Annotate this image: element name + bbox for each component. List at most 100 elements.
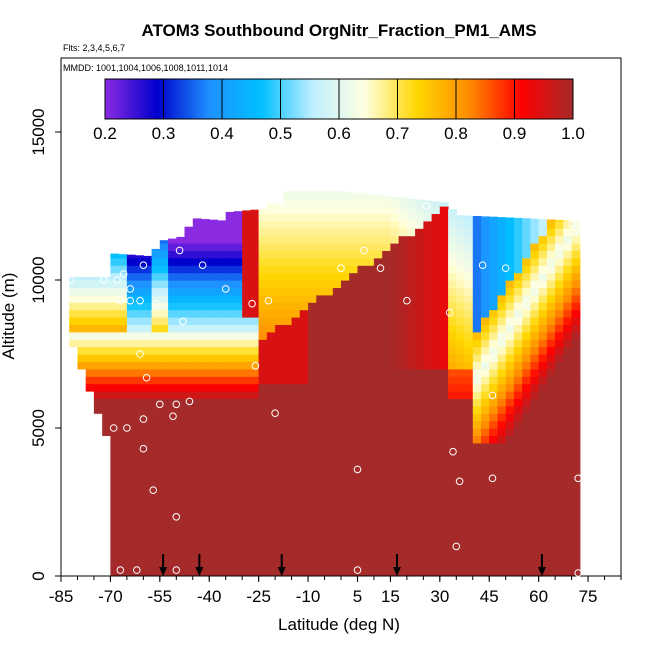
heatmap-cell xyxy=(513,250,523,259)
heatmap-cell xyxy=(332,479,342,488)
heatmap-cell xyxy=(217,361,227,370)
heatmap-cell xyxy=(349,272,358,281)
heatmap-cell xyxy=(365,472,375,481)
heatmap-cell xyxy=(192,435,202,444)
heatmap-cell xyxy=(365,391,375,399)
heatmap-cell xyxy=(365,228,375,237)
heatmap-cell xyxy=(439,376,449,385)
heatmap-cell xyxy=(151,376,161,385)
heatmap-cell xyxy=(316,376,326,385)
heatmap-cell xyxy=(481,413,490,422)
heatmap-cell xyxy=(135,405,144,414)
heatmap-cell xyxy=(563,450,573,459)
heatmap-cell xyxy=(522,383,531,392)
heatmap-cell xyxy=(316,494,326,503)
heatmap-cell xyxy=(398,287,408,296)
heatmap-cell xyxy=(349,324,358,333)
heatmap-cell xyxy=(349,405,358,414)
heatmap-cell xyxy=(283,413,293,422)
heatmap-cell xyxy=(530,383,540,392)
heatmap-cell xyxy=(571,383,581,392)
heatmap-cell xyxy=(258,442,268,451)
heatmap-cell xyxy=(242,539,251,547)
heatmap-cell xyxy=(275,398,284,407)
heatmap-cell xyxy=(439,472,449,481)
heatmap-cell xyxy=(357,368,367,377)
heatmap-cell xyxy=(406,324,416,333)
heatmap-cell xyxy=(184,420,194,429)
heatmap-cell xyxy=(275,346,284,355)
heatmap-cell xyxy=(176,391,186,399)
heatmap-cell xyxy=(341,472,350,481)
heatmap-cell xyxy=(538,391,548,399)
heatmap-cell xyxy=(357,243,367,251)
heatmap-cell xyxy=(555,317,564,325)
heatmap-cell xyxy=(242,428,251,436)
heatmap-cell xyxy=(332,376,342,385)
heatmap-cell xyxy=(242,561,251,570)
heatmap-cell xyxy=(143,568,153,576)
heatmap-cell xyxy=(225,398,235,407)
heatmap-cell xyxy=(233,235,243,244)
heatmap-cell xyxy=(423,494,433,503)
heatmap-cell xyxy=(522,398,531,407)
heatmap-cell xyxy=(135,324,144,333)
heatmap-cell xyxy=(390,339,400,348)
heatmap-cell xyxy=(201,450,210,459)
heatmap-cell xyxy=(283,302,293,311)
heatmap-cell xyxy=(555,376,564,385)
heatmap-cell xyxy=(176,354,186,362)
heatmap-cell xyxy=(299,561,309,570)
heatmap-cell xyxy=(497,502,507,510)
heatmap-cell xyxy=(168,346,177,355)
heatmap-cell xyxy=(308,243,317,251)
heatmap-cell xyxy=(571,479,581,488)
heatmap-cell xyxy=(118,254,128,259)
heatmap-cell xyxy=(489,331,498,340)
heatmap-cell xyxy=(159,502,169,510)
heatmap-cell xyxy=(439,546,449,555)
heatmap-cell xyxy=(316,442,326,451)
heatmap-cell xyxy=(299,213,309,222)
heatmap-cell xyxy=(283,531,293,540)
heatmap-cell xyxy=(258,568,268,576)
heatmap-cell xyxy=(571,524,581,533)
heatmap-cell xyxy=(497,487,507,496)
heatmap-cell xyxy=(102,302,111,311)
heatmap-cell xyxy=(110,413,120,422)
heatmap-cell xyxy=(505,265,515,274)
heatmap-cell xyxy=(472,465,482,473)
heatmap-cell xyxy=(513,302,523,311)
heatmap-cell xyxy=(481,361,490,370)
heatmap-cell xyxy=(341,191,350,200)
heatmap-cell xyxy=(472,243,482,251)
heatmap-cell xyxy=(242,228,251,237)
heatmap-cell xyxy=(431,309,441,318)
heatmap-cell xyxy=(546,235,556,244)
heatmap-cell xyxy=(522,428,531,436)
heatmap-cell xyxy=(143,346,153,355)
heatmap-cell xyxy=(555,413,564,422)
heatmap-cell xyxy=(168,553,177,562)
heatmap-cell xyxy=(118,361,128,370)
heatmap-cell xyxy=(341,331,350,340)
heatmap-cell xyxy=(357,354,367,362)
heatmap-cell xyxy=(365,324,375,333)
heatmap-cell xyxy=(168,509,177,518)
heatmap-cell xyxy=(349,302,358,311)
heatmap-cell xyxy=(472,235,482,244)
heatmap-cell xyxy=(291,272,301,281)
heatmap-cell xyxy=(546,257,556,266)
heatmap-cell xyxy=(497,465,507,473)
heatmap-cell xyxy=(382,206,391,214)
heatmap-cell xyxy=(390,465,400,473)
heatmap-cell xyxy=(357,568,367,576)
heatmap-cell xyxy=(275,561,284,570)
heatmap-cell xyxy=(168,487,177,496)
heatmap-cell xyxy=(489,294,498,303)
heatmap-cell xyxy=(184,391,194,399)
heatmap-cell xyxy=(168,361,177,370)
heatmap-cell xyxy=(481,531,490,540)
heatmap-cell xyxy=(522,435,531,444)
heatmap-cell xyxy=(439,265,449,274)
